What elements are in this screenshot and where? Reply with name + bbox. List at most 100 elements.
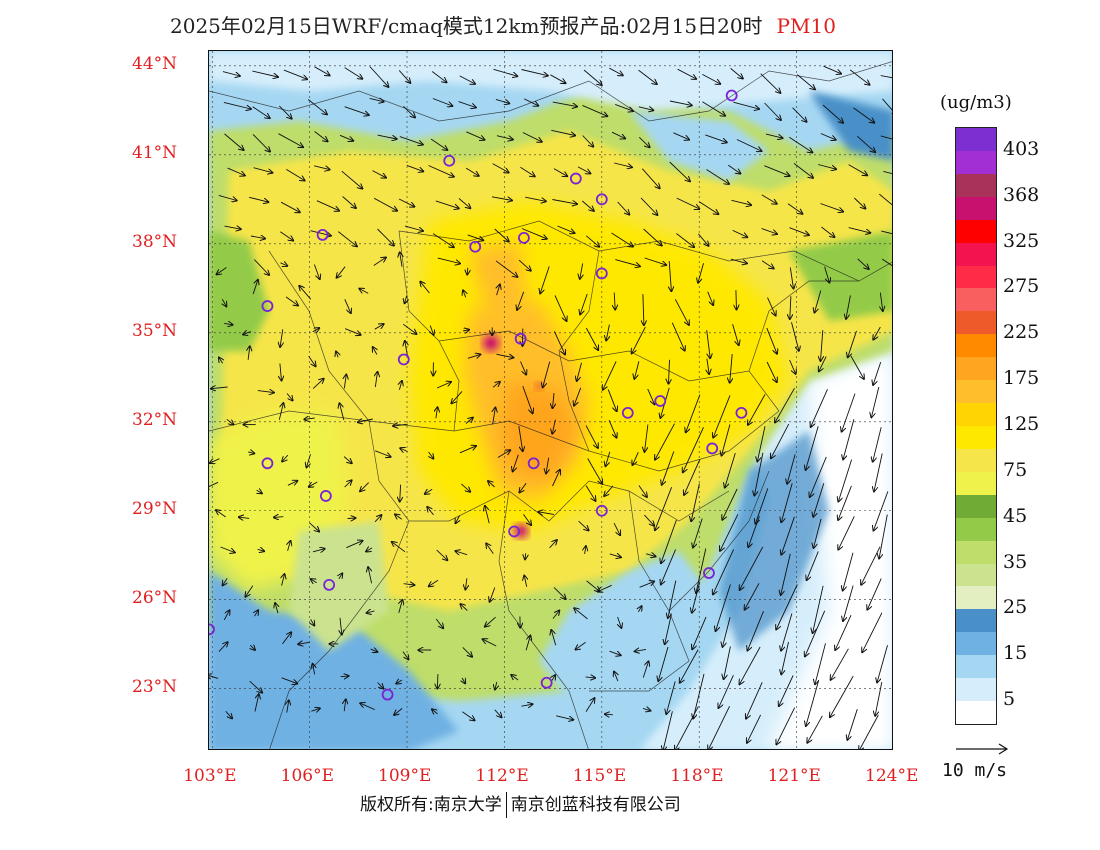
wind-arrow (456, 515, 460, 524)
wind-arrow (522, 132, 542, 142)
colorbar-swatch (956, 517, 996, 541)
wind-arrow (458, 198, 470, 209)
longitude-label: 115°E (572, 766, 627, 786)
colorbar-swatch (956, 219, 996, 243)
wind-arrow (813, 585, 824, 633)
wind-arrow (344, 328, 361, 335)
colorbar-swatch (956, 128, 996, 151)
wind-arrow (239, 517, 250, 518)
wind-arrow (299, 286, 312, 300)
wind-arrow (278, 133, 304, 147)
wind-arrow (771, 423, 790, 458)
wind-arrow (495, 260, 518, 277)
wind-arrow (253, 167, 273, 173)
wind-arrow (521, 228, 547, 239)
wind-arrow (403, 584, 415, 585)
colorbar-swatch (956, 586, 996, 610)
wind-arrow (580, 263, 583, 278)
wind-arrow (843, 419, 855, 459)
wind-arrow (674, 299, 689, 325)
wind-arrow (859, 714, 879, 749)
wind-arrow (615, 103, 633, 111)
wind-arrow (577, 362, 582, 381)
wind-arrow (585, 485, 595, 501)
wind-arrow (577, 166, 590, 174)
wind-arrow (218, 642, 228, 652)
wind-arrow (278, 105, 291, 119)
wind-arrow (226, 418, 234, 424)
colorbar-swatch (956, 563, 996, 587)
wind-arrow (395, 514, 403, 519)
latitude-label: 38°N (132, 231, 178, 252)
wind-arrow (643, 228, 662, 246)
wind-arrow (727, 164, 740, 174)
wind-arrow (603, 361, 617, 389)
wind-arrow (492, 163, 509, 173)
colorbar-level-label: 325 (1003, 229, 1040, 252)
wind-arrow (874, 491, 889, 530)
wind-arrow (661, 549, 677, 584)
title-variable: PM10 (776, 14, 836, 38)
wind-arrow (490, 587, 496, 602)
wind-arrow (280, 263, 288, 266)
wind-arrow (614, 672, 618, 682)
wind-arrow (377, 134, 397, 139)
wind-arrow (875, 682, 883, 716)
wind-arrow (606, 324, 609, 341)
wind-arrow (848, 330, 857, 357)
wind-arrow (815, 643, 826, 684)
wind-arrow (554, 295, 567, 321)
wind-arrow (312, 549, 325, 552)
wind-arrow (806, 680, 820, 726)
colorbar-level-label: 35 (1003, 550, 1028, 573)
wind-arrow (640, 197, 657, 215)
wind-arrow (811, 389, 828, 427)
colorbar-swatch (956, 540, 996, 564)
wind-arrow (465, 578, 467, 589)
wind-arrow (693, 673, 705, 719)
wind-arrow (867, 578, 882, 610)
colorbar-swatch (956, 357, 996, 381)
wind-arrow (580, 293, 588, 314)
wind-arrow (807, 551, 819, 580)
wind-arrow (671, 322, 684, 351)
wind-arrow (846, 295, 851, 318)
wind-arrow (396, 680, 403, 684)
copyright-left: 版权所有:南京大学 (360, 795, 502, 815)
wind-arrow (552, 199, 577, 205)
wind-arrow (313, 664, 315, 675)
wind-arrow (638, 606, 641, 613)
wind-arrow (360, 703, 375, 711)
colorbar-unit: (ug/m3) (940, 92, 1012, 113)
wind-arrow (766, 327, 777, 354)
wind-arrow (820, 133, 836, 140)
wind-arrow (722, 424, 731, 456)
wind-arrow (398, 70, 410, 83)
wind-arrow (789, 227, 809, 235)
wind-arrow (311, 708, 319, 711)
wind-arrow (736, 139, 762, 152)
wind-arrow (638, 485, 647, 498)
colorbar-swatch (956, 701, 996, 724)
wind-arrow (314, 131, 328, 142)
wind-arrow (881, 258, 892, 267)
city-marker (469, 240, 482, 253)
wind-arrow (683, 427, 704, 472)
wind-arrow (551, 129, 575, 135)
wind-arrow (582, 200, 594, 211)
wind-arrow (669, 161, 690, 181)
wind-arrow (432, 98, 453, 107)
wind-arrow (609, 67, 622, 75)
city-marker (621, 406, 634, 419)
wind-arrow (458, 101, 476, 108)
wind-arrow (344, 480, 352, 488)
wind-arrow (519, 483, 527, 492)
wind-arrow (398, 198, 414, 207)
wind-arrow (684, 459, 701, 495)
wind-arrow (725, 452, 736, 487)
wind-arrow (437, 257, 460, 263)
wind-arrow (553, 168, 567, 177)
wind-arrow (817, 164, 836, 170)
wind-arrow (344, 67, 363, 79)
wind-arrow (748, 515, 760, 547)
